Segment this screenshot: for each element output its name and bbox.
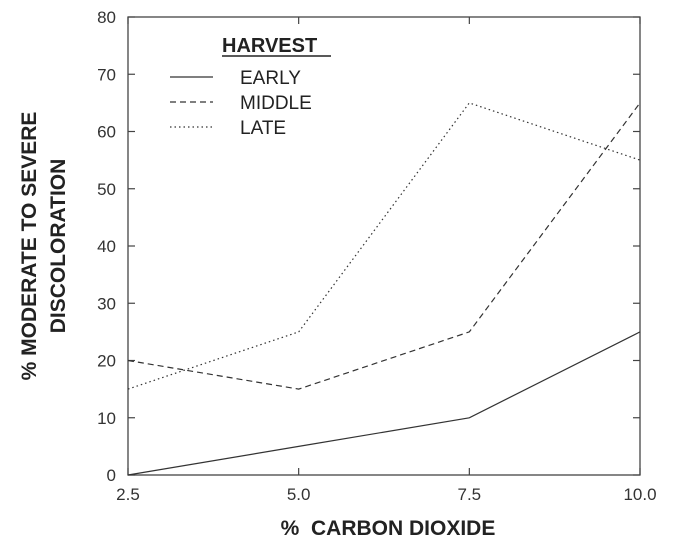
- y-axis-title: % MODERATE TO SEVERE DISCOLORATION: [18, 112, 70, 381]
- x-tick-label: 2.5: [116, 485, 140, 504]
- y-axis-ticks: 0 10 20 30 40 50 60 70 80: [97, 8, 640, 485]
- y-tick-label: 10: [97, 409, 116, 428]
- legend-title: HARVEST: [222, 35, 317, 57]
- legend-label-middle: MIDDLE: [240, 93, 312, 114]
- legend-label-late: LATE: [240, 118, 286, 139]
- y-tick-label: 20: [97, 352, 116, 371]
- y-axis-title-line-1: % MODERATE TO SEVERE: [18, 112, 41, 381]
- series-line-early: [127, 331, 641, 476]
- x-tick-label: 10.0: [623, 485, 656, 504]
- y-tick-label: 0: [107, 466, 116, 485]
- series-line-late: [127, 102, 641, 390]
- y-tick-label: 60: [97, 123, 116, 142]
- x-axis-ticks: 2.5 5.0 7.5 10.0: [116, 17, 657, 504]
- plot-area-frame: [127, 16, 641, 476]
- series-line-middle: [127, 102, 641, 390]
- legend-items: EARLY MIDDLE LATE: [170, 68, 312, 139]
- y-tick-label: 40: [97, 237, 116, 256]
- legend: HARVEST EARLY MIDDLE LATE: [170, 35, 331, 139]
- series-lines: [127, 102, 641, 476]
- y-tick-label: 80: [97, 8, 116, 27]
- x-tick-label: 5.0: [287, 485, 311, 504]
- y-tick-label: 70: [97, 65, 116, 84]
- y-tick-label: 30: [97, 294, 116, 313]
- y-tick-label: 50: [97, 180, 116, 199]
- x-tick-label: 7.5: [458, 485, 482, 504]
- legend-label-early: EARLY: [240, 68, 301, 89]
- x-axis-title: % CARBON DIOXIDE: [281, 517, 496, 540]
- y-axis-title-line-2: DISCOLORATION: [47, 159, 70, 334]
